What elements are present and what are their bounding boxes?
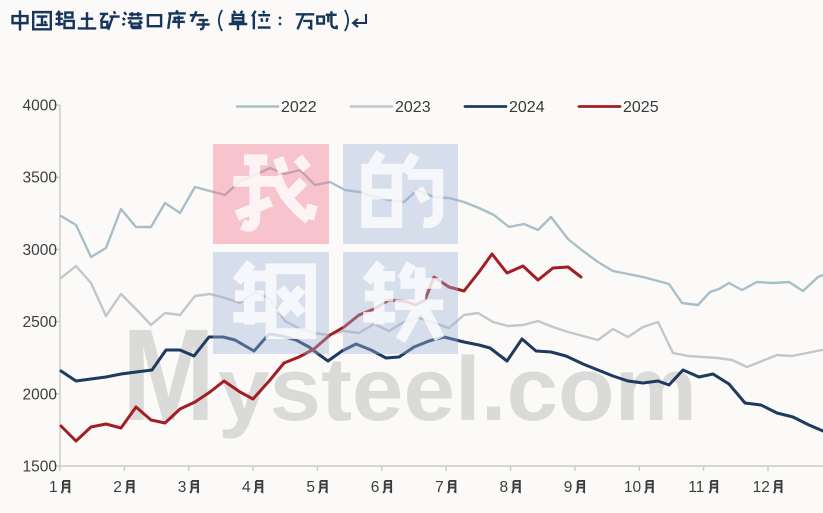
- svg-text:2022: 2022: [281, 99, 317, 116]
- svg-text:12: 12: [753, 479, 770, 496]
- svg-text:2023: 2023: [395, 99, 431, 116]
- svg-text:M: M: [122, 301, 215, 448]
- svg-text:1500: 1500: [23, 459, 58, 476]
- svg-text:2025: 2025: [623, 99, 659, 116]
- svg-text:7: 7: [435, 479, 444, 496]
- svg-text:2500: 2500: [23, 314, 58, 331]
- svg-text:1: 1: [49, 479, 58, 496]
- svg-text:2: 2: [113, 479, 122, 496]
- svg-text:2024: 2024: [509, 99, 545, 116]
- svg-text:3500: 3500: [23, 170, 58, 187]
- svg-text:5: 5: [306, 479, 315, 496]
- svg-text:10: 10: [624, 479, 642, 496]
- svg-text:11: 11: [688, 479, 704, 496]
- svg-text:9: 9: [564, 479, 573, 496]
- svg-text:2000: 2000: [23, 386, 58, 403]
- svg-text:6: 6: [371, 479, 380, 496]
- svg-text:8: 8: [500, 479, 509, 496]
- svg-text:3000: 3000: [23, 242, 58, 259]
- svg-text:ysteel.com: ysteel.com: [218, 340, 697, 440]
- svg-text:3: 3: [178, 479, 187, 496]
- svg-text:4000: 4000: [23, 98, 58, 115]
- svg-text:4: 4: [242, 479, 251, 496]
